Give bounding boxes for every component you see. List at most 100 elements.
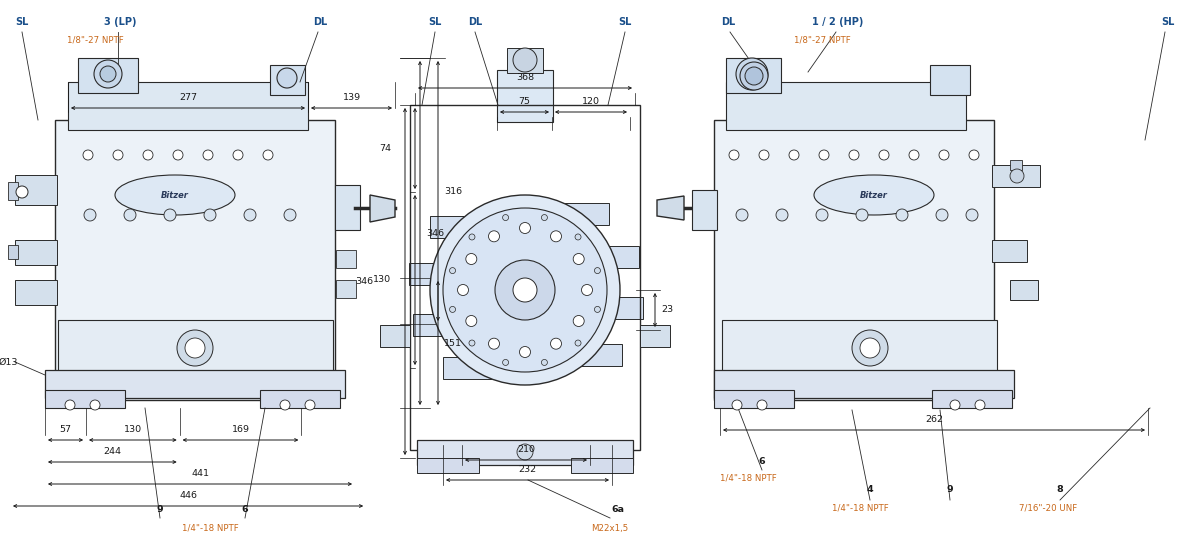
Text: DL: DL (313, 17, 327, 27)
Circle shape (853, 330, 888, 366)
Text: 441: 441 (191, 469, 209, 478)
Text: SL: SL (618, 17, 632, 27)
Text: 4: 4 (867, 485, 873, 494)
Text: 316: 316 (444, 187, 462, 195)
Text: 8: 8 (1057, 485, 1064, 494)
Circle shape (1010, 169, 1024, 183)
Circle shape (541, 360, 547, 366)
Text: BITZER: BITZER (480, 330, 570, 350)
Bar (507, 48, 543, 73)
Bar (417, 440, 633, 465)
Text: Ø13: Ø13 (0, 357, 18, 367)
Circle shape (573, 316, 584, 326)
Circle shape (90, 400, 100, 410)
Bar (693, 190, 718, 230)
Circle shape (16, 186, 27, 198)
Bar (567, 344, 622, 366)
Bar (443, 357, 498, 379)
Circle shape (736, 209, 747, 221)
Bar (380, 325, 410, 347)
Circle shape (816, 209, 827, 221)
Text: 74: 74 (378, 144, 390, 153)
Text: 9: 9 (947, 485, 953, 494)
Bar (930, 65, 970, 95)
Bar (270, 65, 304, 95)
Circle shape (517, 444, 533, 460)
Circle shape (936, 209, 948, 221)
Circle shape (203, 150, 213, 160)
Text: 1 / 2 (HP): 1 / 2 (HP) (812, 17, 863, 27)
Text: 210: 210 (517, 445, 535, 454)
Circle shape (263, 150, 273, 160)
Circle shape (304, 400, 315, 410)
Bar (722, 320, 997, 375)
Circle shape (849, 150, 858, 160)
Text: 446: 446 (179, 491, 197, 500)
Bar (714, 370, 1014, 398)
Text: 139: 139 (343, 93, 361, 102)
Bar (992, 240, 1027, 262)
Circle shape (443, 208, 607, 372)
Text: 1/4"-18 NPTF: 1/4"-18 NPTF (720, 473, 776, 483)
Circle shape (430, 195, 620, 385)
Circle shape (550, 338, 561, 349)
Bar (260, 390, 340, 408)
Circle shape (469, 340, 475, 346)
Text: 6: 6 (758, 458, 765, 467)
Text: 130: 130 (124, 425, 142, 434)
Bar (16, 240, 57, 265)
Bar (933, 390, 1013, 408)
Text: BITZER: BITZER (125, 258, 224, 282)
Circle shape (595, 306, 601, 312)
Text: 232: 232 (518, 465, 536, 474)
Circle shape (966, 209, 978, 221)
Circle shape (860, 338, 880, 358)
Circle shape (185, 338, 205, 358)
Text: Bitzer: Bitzer (161, 190, 189, 200)
Circle shape (84, 209, 96, 221)
Bar (410, 105, 640, 450)
Bar (992, 165, 1040, 187)
Circle shape (177, 330, 213, 366)
Bar (78, 58, 139, 93)
Circle shape (576, 234, 581, 240)
Text: M22x1,5: M22x1,5 (591, 523, 628, 533)
Circle shape (776, 209, 788, 221)
Circle shape (204, 209, 216, 221)
Polygon shape (370, 195, 395, 222)
Circle shape (879, 150, 890, 160)
Text: 244: 244 (104, 447, 122, 456)
Circle shape (581, 285, 592, 295)
Bar (571, 458, 633, 473)
Ellipse shape (814, 175, 934, 215)
Bar (430, 216, 486, 238)
Text: 130: 130 (373, 275, 390, 285)
Text: 1/4"-18 NPTF: 1/4"-18 NPTF (832, 504, 888, 512)
Bar (45, 370, 345, 398)
Circle shape (519, 347, 530, 357)
Text: 7/16"-20 UNF: 7/16"-20 UNF (1018, 504, 1077, 512)
Circle shape (970, 150, 979, 160)
Circle shape (124, 209, 136, 221)
Circle shape (143, 150, 153, 160)
Text: 277: 277 (179, 93, 197, 102)
Circle shape (732, 400, 741, 410)
Bar (640, 325, 670, 347)
Circle shape (573, 254, 584, 264)
Bar (726, 58, 781, 93)
Circle shape (896, 209, 907, 221)
Text: 120: 120 (581, 97, 601, 106)
Bar (726, 82, 966, 130)
Circle shape (466, 254, 476, 264)
Bar (68, 82, 308, 130)
Circle shape (488, 231, 499, 242)
Bar (1010, 280, 1038, 300)
Circle shape (576, 340, 581, 346)
Circle shape (909, 150, 919, 160)
Circle shape (513, 278, 537, 302)
Text: 346: 346 (355, 277, 373, 286)
Text: 6: 6 (241, 505, 248, 515)
Text: SL: SL (1162, 17, 1175, 27)
Text: 57: 57 (60, 425, 72, 434)
Text: 6a: 6a (611, 505, 624, 515)
